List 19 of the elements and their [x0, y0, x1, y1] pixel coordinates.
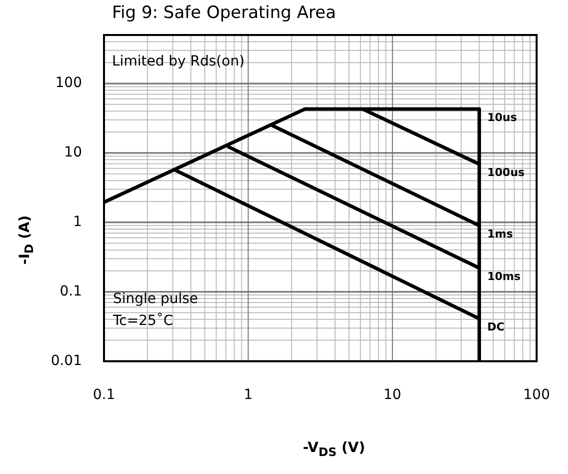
chart-title: Fig 9: Safe Operating Area [112, 3, 336, 23]
series-label: 10us [487, 110, 518, 124]
y-tick-label: 1 [73, 214, 82, 230]
x-tick-label: 100 [523, 387, 550, 404]
y-tick-label: 100 [55, 75, 82, 92]
y-tick-label: 0.1 [60, 283, 82, 300]
x-tick-label: 10 [384, 387, 402, 404]
y-tick-label: 10 [64, 144, 82, 161]
series-label: 1ms [487, 227, 514, 240]
x-tick-label: 1 [244, 387, 253, 404]
x-axis-title: -V$_{DS}$ (V) [302, 440, 366, 459]
series-label: DC [487, 320, 504, 334]
annotation: Tc=25˚C [112, 312, 174, 329]
annotation: Single pulse [113, 290, 198, 307]
series-label: 100us [487, 166, 526, 179]
annotation: Limited by Rds(on) [112, 54, 245, 70]
x-tick-label: 0.1 [92, 387, 116, 404]
series-label: 10ms [487, 270, 522, 283]
y-tick-label: 0.01 [50, 352, 82, 369]
